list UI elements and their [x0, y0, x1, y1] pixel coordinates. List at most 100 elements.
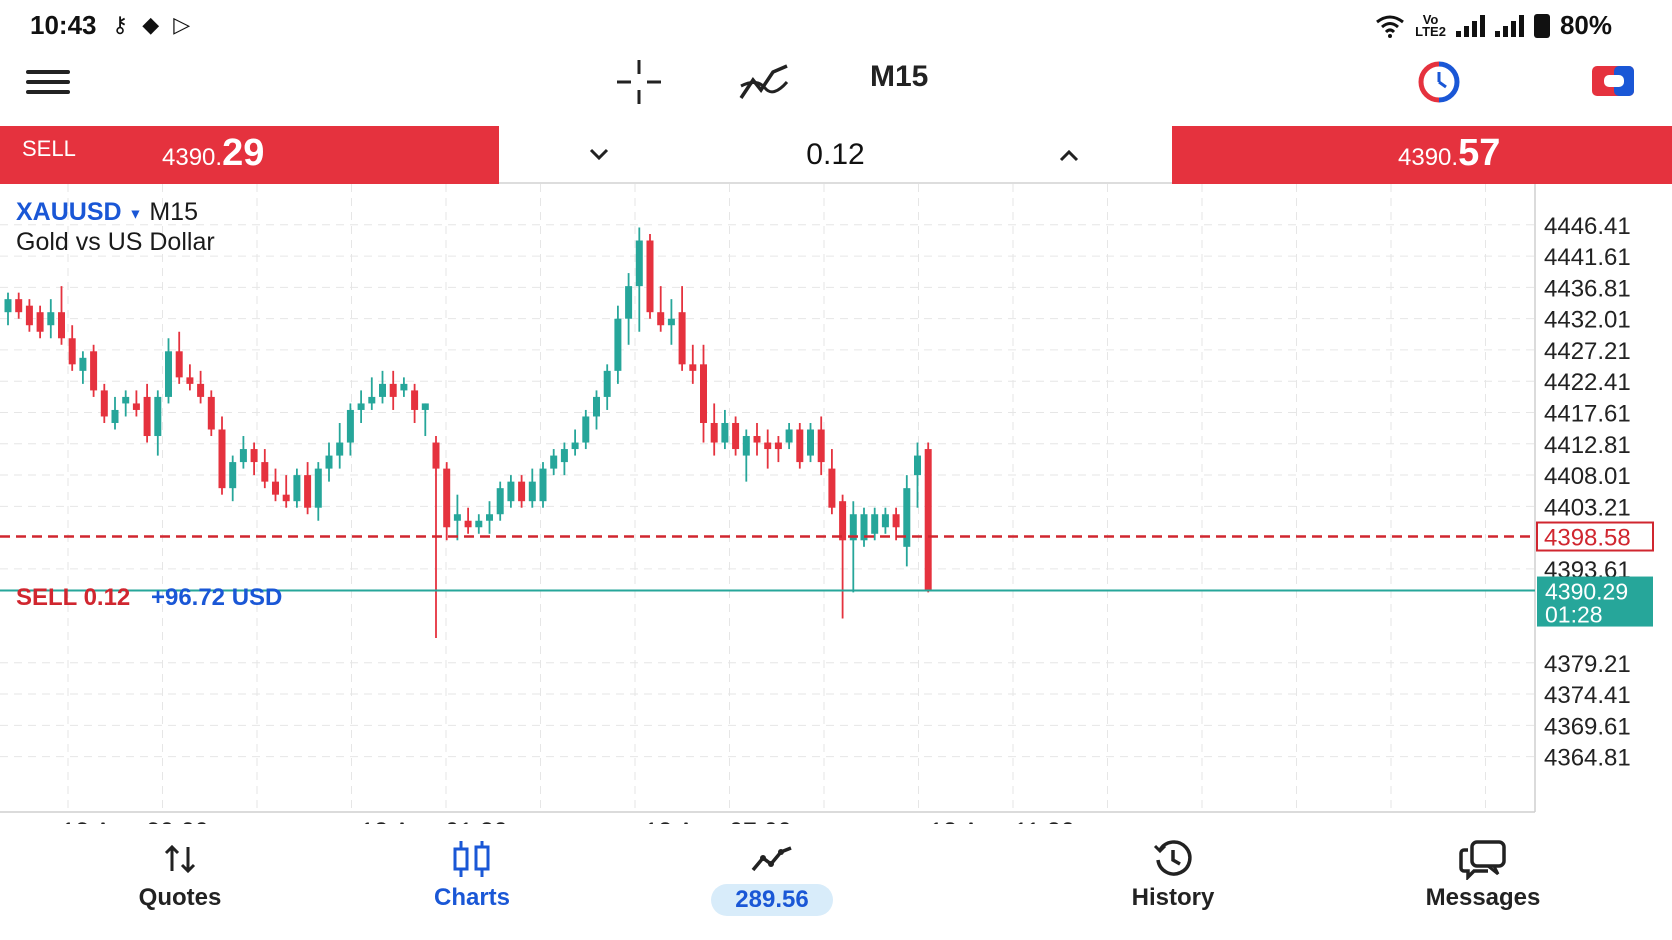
candle-body [603, 370, 611, 397]
candle-body [721, 422, 729, 443]
volte-indicator: Vo LTE2 [1415, 11, 1446, 39]
candle-body [58, 312, 65, 339]
y-tick-label: 4432.01 [1544, 307, 1631, 334]
nav-trade[interactable]: 289.56 [672, 836, 872, 916]
y-tick-label: 4436.81 [1544, 275, 1631, 302]
candlestick-chart[interactable]: 4446.41 4441.61 4436.81 4432.01 4427.21 4422.… [0, 184, 1672, 824]
candle-body [528, 481, 536, 502]
menu-button[interactable] [26, 64, 70, 100]
volume-input[interactable]: 0.12 [806, 138, 865, 171]
candle-body [68, 338, 76, 365]
candle-body [903, 488, 911, 547]
x-tick-label: 13 Aug 11:30 [929, 818, 1075, 824]
nav-trade-profit: 289.56 [672, 884, 872, 916]
candle-body [892, 514, 900, 528]
candle-body [379, 383, 386, 397]
candle-body [111, 409, 119, 423]
nav-messages[interactable]: Messages [1383, 836, 1583, 912]
candle-body [122, 396, 130, 404]
candle-body [496, 488, 504, 515]
candle-body [250, 449, 258, 463]
y-tick-label: 4417.61 [1544, 400, 1631, 427]
sell-button[interactable]: SELL 4390.29 [0, 126, 499, 184]
candle-body [817, 429, 825, 463]
candle-body [657, 312, 665, 326]
nav-charts[interactable]: Charts [372, 836, 572, 912]
candle-body [357, 403, 365, 410]
candle-body [207, 396, 215, 430]
crosshair-icon[interactable] [615, 58, 663, 106]
signal-icon-1 [1455, 14, 1485, 37]
candle-body [432, 442, 440, 469]
volume-decrease-chevron-down-icon[interactable] [579, 138, 619, 172]
buy-price: 4390.57 [1398, 132, 1501, 174]
volume-increase-chevron-up-icon[interactable] [1049, 138, 1089, 172]
y-tick-label: 4369.61 [1544, 713, 1631, 740]
messages-chat-icon [1459, 840, 1506, 880]
candle-body [700, 364, 707, 423]
candle-body [400, 383, 408, 391]
candle-body [218, 429, 226, 489]
y-tick-label: 4446.41 [1544, 213, 1631, 240]
candle-body [742, 436, 750, 456]
candle-body [325, 455, 333, 469]
indicator-icon[interactable] [737, 58, 791, 106]
candle-body [807, 429, 814, 456]
candle-body [143, 396, 151, 437]
candle-body [539, 468, 547, 502]
candle-body [336, 442, 344, 456]
candle-body [881, 514, 889, 528]
signal-icon-2 [1494, 14, 1524, 37]
candle-body [507, 481, 515, 502]
candle-body [646, 240, 654, 313]
cast-icon: ▷ [173, 12, 195, 37]
candle-body [625, 286, 633, 319]
price-chart[interactable]: 4446.41 4441.61 4436.81 4432.01 4427.21 4422.… [0, 184, 1672, 824]
position-label[interactable]: SELL 0.12 +96.72 USD [16, 584, 282, 612]
account-icon[interactable] [1590, 62, 1636, 100]
candle-body [272, 481, 279, 495]
position-side: SELL 0.12 [16, 584, 131, 611]
candle-body [47, 312, 55, 326]
status-right: Vo LTE2 80% [1375, 10, 1612, 41]
trade-trend-icon [751, 846, 792, 872]
candle-body [710, 422, 718, 443]
position-profit: +96.72 USD [150, 584, 283, 611]
nav-history[interactable]: History [1073, 836, 1273, 912]
wifi-icon [1376, 15, 1405, 38]
candle-body [293, 475, 301, 502]
symbol-ticker[interactable]: XAUUSD [16, 198, 122, 226]
candle-body [368, 396, 376, 404]
battery-percent: 80% [1559, 10, 1612, 40]
y-tick-label: 4427.21 [1544, 338, 1631, 365]
symbol-header: XAUUSD ▼ M15 [16, 198, 198, 227]
status-bar: 10:43 ⚷ ◆ ▷ Vo LTE2 80% [0, 0, 1672, 50]
y-tick-label: 4412.81 [1544, 432, 1631, 459]
candle-body [753, 436, 761, 443]
candle-body [593, 396, 600, 417]
nav-quotes[interactable]: Quotes [80, 836, 280, 912]
candle-body [304, 475, 312, 508]
nav-history-label: History [1131, 884, 1215, 911]
candle-body [453, 514, 461, 521]
nav-charts-label: Charts [433, 884, 511, 911]
candle-body [518, 481, 526, 502]
symbol-dropdown-icon[interactable]: ▼ [128, 205, 143, 222]
sell-price: 4390.29 [162, 132, 265, 174]
y-tick-label: 4422.41 [1544, 369, 1631, 396]
y-tick-label: 4364.81 [1544, 745, 1631, 772]
quotes-arrows-icon [164, 844, 196, 874]
candle-body [560, 449, 568, 463]
timeframe-selector[interactable]: M15 [870, 60, 929, 93]
one-click-trading-icon[interactable] [1415, 60, 1463, 104]
position-price-tag [1536, 521, 1654, 552]
buy-button[interactable]: 4390.57 [1172, 126, 1672, 184]
y-tick-label: 4403.21 [1544, 494, 1631, 521]
bar-countdown-label: 01:28 [1545, 602, 1603, 628]
candle-body [154, 396, 162, 437]
candle-body [667, 318, 675, 326]
candle-body [282, 494, 290, 502]
battery-icon [1533, 13, 1550, 38]
candle-body [635, 240, 643, 287]
candle-body [614, 318, 622, 371]
